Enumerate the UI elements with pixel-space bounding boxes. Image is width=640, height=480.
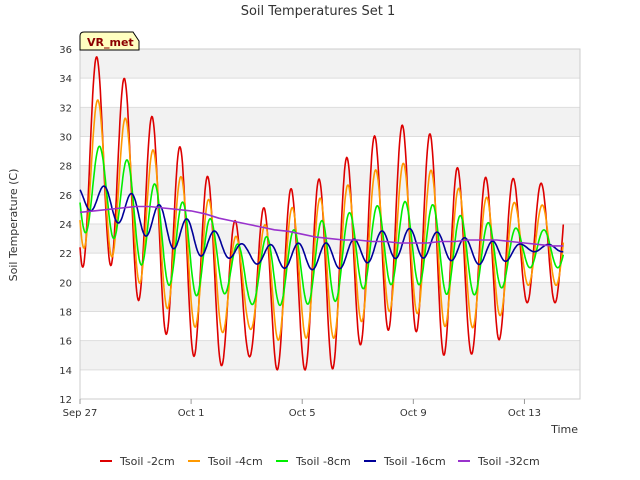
series-line-tsoil-4cm [79, 99, 565, 342]
y-tick-label: 18 [59, 308, 72, 319]
y-tick-label: 30 [59, 133, 72, 144]
legend-item: Tsoil -16cm [364, 455, 446, 468]
x-axis-label: Time [550, 423, 578, 436]
x-tick-label: Oct 13 [508, 408, 541, 419]
series-lines [79, 56, 565, 371]
badge-shape [79, 31, 140, 51]
series-line-tsoil-2cm [79, 56, 565, 371]
y-axis-ticks: 12 14 16 18 20 22 24 26 28 30 32 34 36 [59, 45, 72, 406]
legend-label: Tsoil -16cm [383, 455, 446, 468]
legend-item: Tsoil -32cm [458, 455, 540, 468]
x-tick-label: Oct 9 [400, 408, 427, 419]
grid-band [80, 165, 580, 195]
grid-band [80, 49, 580, 79]
vr-met-badge: VR_met [79, 31, 140, 51]
chart-title: Soil Temperatures Set 1 [241, 4, 396, 19]
y-tick-label: 28 [59, 162, 72, 173]
series-line-tsoil-32cm [79, 205, 564, 247]
y-axis-label: Soil Temperature (C) [7, 169, 20, 282]
legend-item: Tsoil -8cm [276, 455, 351, 468]
x-axis-ticks: Sep 27 Oct 1 Oct 5 Oct 9 Oct 13 [63, 399, 541, 419]
y-tick-label: 16 [59, 337, 72, 348]
y-tick-label: 36 [59, 45, 72, 56]
legend-label: Tsoil -4cm [207, 455, 263, 468]
y-tick-label: 32 [59, 103, 72, 114]
legend-label: Tsoil -32cm [477, 455, 540, 468]
legend-item: Tsoil -2cm [100, 455, 175, 468]
x-tick-label: Sep 27 [63, 408, 98, 419]
y-tick-label: 24 [59, 220, 72, 231]
legend-label: Tsoil -8cm [295, 455, 351, 468]
y-tick-label: 34 [59, 74, 72, 85]
x-tick-label: Oct 5 [289, 408, 316, 419]
legend-item: Tsoil -4cm [188, 455, 263, 468]
y-tick-label: 12 [59, 395, 72, 406]
y-tick-label: 20 [59, 278, 72, 289]
y-tick-label: 26 [59, 191, 72, 202]
badge-text: VR_met [87, 36, 134, 49]
series-line-tsoil-8cm [79, 145, 565, 307]
grid-band [80, 107, 580, 137]
legend-label: Tsoil -2cm [119, 455, 175, 468]
y-tick-label: 22 [59, 249, 72, 260]
x-tick-label: Oct 1 [178, 408, 205, 419]
y-tick-label: 14 [59, 366, 72, 377]
series-line-tsoil-16cm [79, 185, 564, 271]
legend: Tsoil -2cm Tsoil -4cm Tsoil -8cm Tsoil -16c… [100, 455, 540, 468]
